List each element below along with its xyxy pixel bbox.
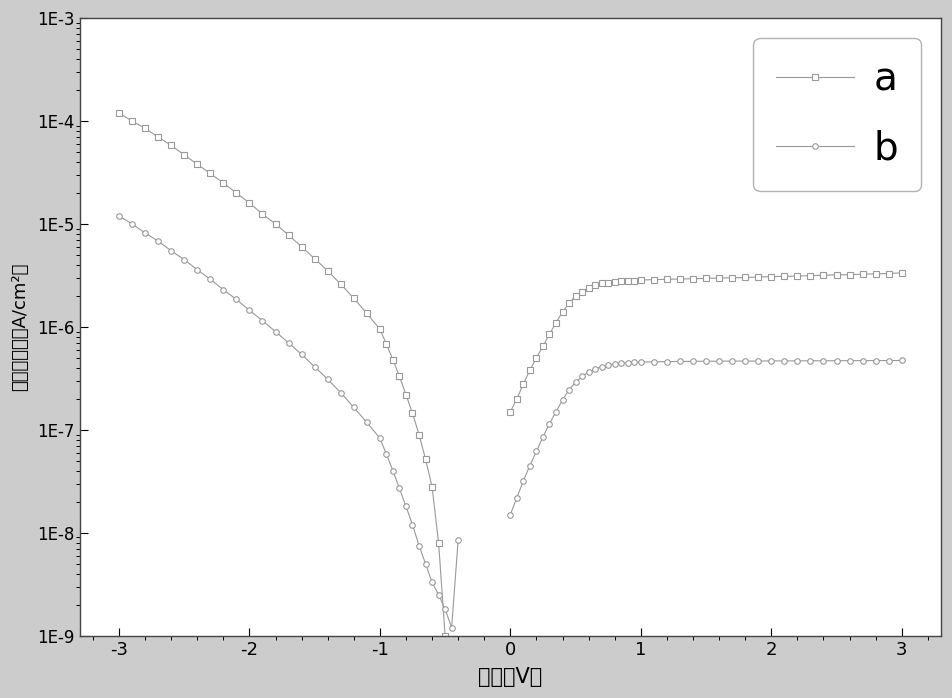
- a: [166, 141, 177, 149]
- b: [335, 388, 347, 396]
- b: [283, 339, 294, 347]
- b: [407, 521, 418, 529]
- a: [218, 179, 229, 187]
- b: [426, 578, 438, 586]
- a: [257, 210, 268, 218]
- a: [205, 169, 216, 177]
- a: [244, 199, 255, 207]
- b: [139, 229, 150, 237]
- b: [440, 605, 451, 614]
- b: [452, 536, 464, 544]
- b: [113, 211, 125, 220]
- Y-axis label: 漏电流密度（A/cm²）: 漏电流密度（A/cm²）: [11, 262, 30, 391]
- a: [394, 372, 406, 380]
- b: [374, 434, 386, 443]
- a: [413, 431, 425, 439]
- b: [381, 450, 392, 459]
- Line: a: a: [116, 110, 447, 639]
- a: [361, 309, 372, 318]
- a: [426, 482, 438, 491]
- a: [381, 340, 392, 348]
- b: [178, 255, 189, 264]
- b: [244, 306, 255, 315]
- b: [413, 542, 425, 550]
- b: [127, 220, 138, 228]
- a: [139, 124, 150, 133]
- a: [387, 355, 399, 364]
- a: [335, 280, 347, 288]
- a: [113, 109, 125, 117]
- a: [400, 390, 411, 399]
- b: [296, 350, 307, 359]
- b: [269, 327, 281, 336]
- b: [433, 591, 445, 599]
- a: [191, 160, 203, 168]
- b: [400, 503, 411, 511]
- b: [205, 275, 216, 283]
- Legend: a, b: a, b: [753, 38, 922, 191]
- a: [440, 632, 451, 640]
- a: [374, 325, 386, 334]
- b: [420, 560, 431, 568]
- b: [348, 403, 360, 412]
- a: [296, 243, 307, 251]
- a: [433, 539, 445, 547]
- Line: b: b: [116, 213, 461, 630]
- a: [230, 188, 242, 197]
- a: [420, 455, 431, 463]
- b: [152, 237, 164, 246]
- a: [127, 117, 138, 125]
- b: [309, 362, 321, 371]
- b: [218, 285, 229, 294]
- a: [348, 294, 360, 302]
- b: [257, 316, 268, 325]
- b: [387, 466, 399, 475]
- a: [309, 255, 321, 263]
- a: [407, 409, 418, 417]
- a: [283, 231, 294, 239]
- b: [361, 418, 372, 426]
- a: [152, 133, 164, 141]
- b: [446, 623, 457, 632]
- a: [322, 267, 333, 275]
- b: [394, 484, 406, 493]
- X-axis label: 偏压（V）: 偏压（V）: [478, 667, 543, 687]
- b: [191, 265, 203, 274]
- a: [178, 151, 189, 159]
- a: [269, 220, 281, 228]
- b: [166, 246, 177, 255]
- b: [322, 375, 333, 383]
- b: [230, 295, 242, 304]
